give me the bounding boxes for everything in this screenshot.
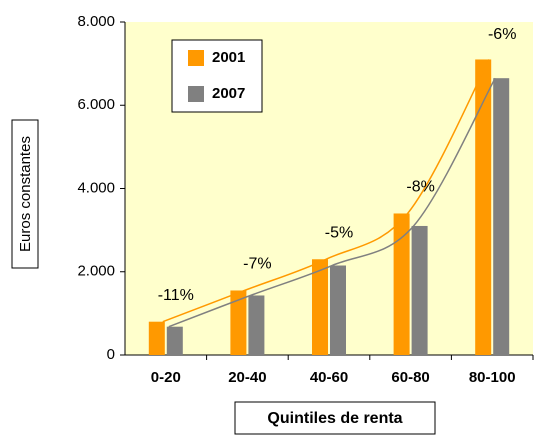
change-label: -11% — [158, 287, 194, 304]
x-tick-label: 20-40 — [228, 369, 266, 386]
legend — [171, 39, 263, 113]
bar — [393, 213, 410, 355]
legend-label: 2007 — [212, 85, 245, 102]
x-tick-label: 40-60 — [310, 369, 348, 386]
change-label: -8% — [406, 179, 434, 196]
trend-line — [168, 77, 496, 328]
y-tick-label: 8.000 — [77, 13, 115, 30]
y-label-box — [11, 119, 39, 269]
y-axis-label: Euros constantes — [17, 136, 34, 252]
change-label: -6% — [488, 26, 516, 43]
bar — [230, 290, 247, 355]
x-label-box — [234, 401, 436, 435]
legend-swatch — [188, 50, 204, 66]
legend-swatch — [188, 86, 204, 102]
bar — [248, 295, 265, 355]
legend-label: 2001 — [212, 49, 245, 66]
change-label: -5% — [325, 224, 353, 241]
bar — [493, 78, 510, 355]
bar — [312, 259, 328, 355]
y-tick-label: 0 — [107, 346, 115, 363]
x-tick-label: 60-80 — [391, 369, 429, 386]
bar — [148, 321, 165, 355]
bar — [411, 225, 428, 355]
x-axis-label: Quintiles de renta — [267, 410, 402, 427]
x-tick-label: 0-20 — [151, 369, 181, 386]
change-label: -7% — [243, 256, 271, 273]
y-tick-label: 6.000 — [77, 96, 115, 113]
y-tick-label: 2.000 — [77, 263, 115, 280]
x-tick-label: 80-100 — [469, 369, 516, 386]
y-tick-label: 4.000 — [77, 179, 115, 196]
bar — [330, 265, 346, 355]
trend-line — [162, 59, 490, 323]
bar — [166, 326, 183, 355]
bar — [475, 59, 492, 356]
